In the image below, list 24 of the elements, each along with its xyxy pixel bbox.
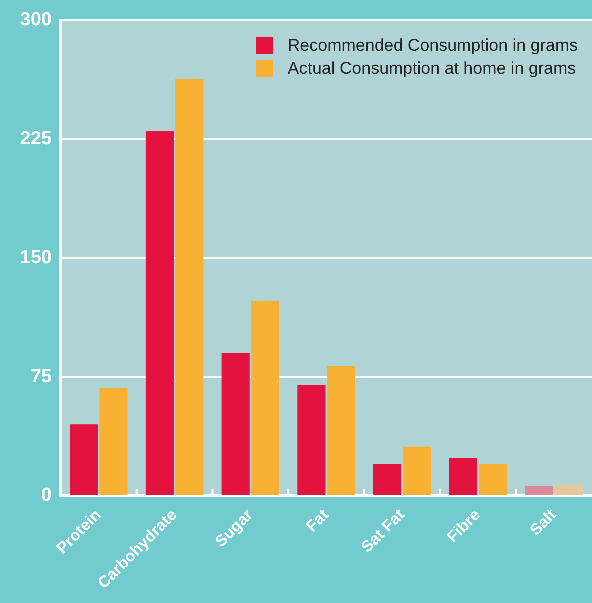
bar	[478, 464, 508, 495]
bar	[70, 424, 98, 495]
legend-label: Actual Consumption at home in grams	[288, 58, 576, 79]
y-tick-label: 300	[20, 10, 52, 31]
bar	[554, 484, 583, 495]
x-tick-label: Fat	[303, 506, 333, 536]
bar	[298, 385, 326, 495]
x-tick-label: Salt	[527, 506, 560, 540]
y-tick-label: 0	[41, 485, 52, 506]
y-tick-label: 225	[20, 128, 52, 150]
bar	[100, 388, 128, 495]
bar	[251, 301, 280, 495]
y-tick-label: 150	[20, 247, 52, 268]
bar	[525, 486, 554, 495]
bar	[403, 446, 432, 495]
bar	[222, 353, 250, 495]
bar	[449, 458, 478, 495]
legend-label: Recommended Consumption in grams	[288, 36, 578, 56]
y-tick-label: 75	[30, 366, 52, 388]
bar	[327, 366, 356, 495]
bar	[374, 464, 402, 495]
bar	[146, 131, 174, 495]
x-tick-label: Sat Fat	[358, 506, 409, 556]
bar	[176, 79, 204, 495]
